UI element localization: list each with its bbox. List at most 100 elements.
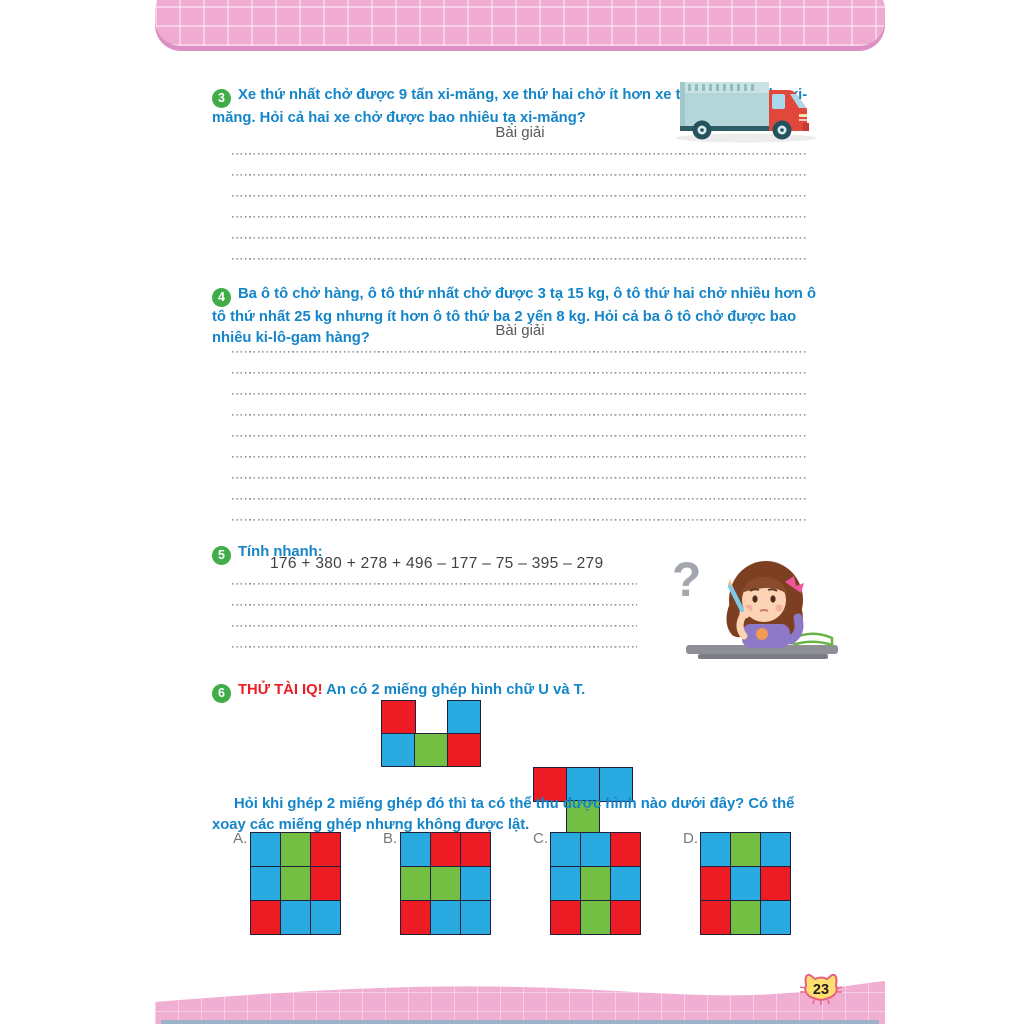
grid-cell-green	[729, 899, 762, 936]
exercise-6-intro: An có 2 miếng ghép hình chữ U và T.	[326, 681, 586, 698]
answer-line	[232, 627, 637, 648]
grid-cell-red	[759, 865, 792, 902]
grid-cell-blue	[400, 832, 432, 868]
answer-line	[232, 155, 808, 176]
truck-icon	[676, 82, 816, 143]
grid-cell-red	[550, 899, 582, 936]
grid-cell-blue	[279, 899, 312, 936]
answer-line	[232, 437, 808, 458]
answer-line	[232, 197, 808, 218]
grid-cell-red	[459, 832, 492, 868]
option-c-grid	[550, 832, 642, 936]
grid-cell-blue	[250, 832, 282, 868]
grid-cell-green	[729, 832, 762, 868]
option-d-grid	[700, 832, 792, 936]
grid-cell-blue	[250, 865, 282, 902]
exercise-4-answer-area	[232, 332, 808, 521]
answer-line	[232, 395, 808, 416]
grid-cell-green	[279, 832, 312, 868]
grid-cell-blue	[459, 899, 492, 936]
exercise-3-answer-area	[232, 134, 808, 260]
grid-cell-green	[429, 865, 462, 902]
answer-line	[232, 479, 808, 500]
page-number: 23	[813, 982, 829, 998]
option-b: B.	[383, 830, 492, 936]
grid-cell-blue	[309, 899, 342, 936]
grid-cell-red	[250, 899, 282, 936]
option-b-grid	[400, 832, 492, 936]
answer-line	[232, 458, 808, 479]
grid-cell-red	[609, 899, 642, 936]
exercise-5-answer-area	[232, 564, 637, 648]
exercise-3-statement: 3 Xe thứ nhất chở được 9 tấn xi-măng, xe …	[212, 85, 818, 129]
option-d: D.	[683, 830, 792, 936]
option-d-label: D.	[683, 830, 698, 847]
grid-cell-blue	[759, 899, 792, 936]
exercise-5-header: 5 Tính nhanh:	[212, 542, 612, 565]
grid-cell-red	[533, 767, 568, 802]
grid-cell-green	[279, 865, 312, 902]
grid-cell-blue	[609, 865, 642, 902]
grid-cell-blue	[598, 767, 634, 802]
grid-cell-green	[413, 732, 449, 768]
grid-cell-blue	[381, 732, 416, 768]
exercise-3-text: Xe thứ nhất chở được 9 tấn xi-măng, xe t…	[212, 86, 808, 126]
answer-line	[232, 500, 808, 521]
exercise-3-number-badge: 3	[212, 88, 231, 108]
answer-line	[232, 564, 637, 585]
grid-cell-red	[309, 865, 342, 902]
grid-cell-blue	[429, 899, 462, 936]
answer-line	[232, 416, 808, 437]
answer-line	[232, 374, 808, 395]
exercise-6-question: Hỏi khi ghép 2 miếng ghép đó thì ta có t…	[212, 795, 795, 833]
grid-cell-red	[400, 899, 432, 936]
question-mark-glyph: ?	[672, 554, 701, 607]
exercise-4-statement: 4 Ba ô tô chở hàng, ô tô thứ nhất chở đượ…	[212, 284, 820, 349]
grid-cell-red	[429, 832, 462, 868]
answer-line	[232, 585, 637, 606]
grid-cell-red	[446, 732, 482, 768]
answer-line	[232, 353, 808, 374]
grid-cell-blue	[759, 832, 792, 868]
exercise-4-number-badge: 4	[212, 287, 231, 307]
exercise-6-number-badge: 6	[212, 683, 231, 703]
grid-cell-green	[579, 865, 612, 902]
grid-cell-red	[381, 700, 416, 735]
exercise-4-text: Ba ô tô chở hàng, ô tô thứ nhất chở được…	[212, 285, 816, 346]
exercise-6-header: 6 THỬ TÀI IQ! An có 2 miếng ghép hình chữ…	[212, 680, 818, 703]
option-a-label: A.	[233, 830, 248, 847]
grid-cell-blue	[579, 832, 612, 868]
answer-line	[232, 332, 808, 353]
grid-cell-red	[309, 832, 342, 868]
grid-cell-green	[565, 800, 601, 835]
answer-line	[232, 239, 808, 260]
answer-line	[232, 218, 808, 239]
option-c: C.	[533, 830, 642, 936]
grid-cell-blue	[700, 832, 732, 868]
grid-cell-blue	[550, 832, 582, 868]
grid-cell-green	[400, 865, 432, 902]
u-piece	[381, 700, 482, 768]
option-a-grid	[250, 832, 342, 936]
bottom-decoration-band	[155, 981, 885, 1024]
option-a: A.	[233, 830, 342, 936]
grid-cell-blue	[459, 865, 492, 902]
grid-cell-blue	[446, 700, 482, 735]
grid-cell-blue	[550, 865, 582, 902]
option-b-label: B.	[383, 830, 398, 847]
t-piece	[533, 767, 634, 835]
top-decoration-band	[155, 0, 885, 46]
grid-cell-blue	[729, 865, 762, 902]
answer-line	[232, 176, 808, 197]
grid-cell-green	[579, 899, 612, 936]
exercise-6-tag: THỬ TÀI IQ!	[238, 681, 323, 698]
answer-line	[232, 606, 637, 627]
grid-cell-red	[609, 832, 642, 868]
thinking-girl-icon: ?	[672, 554, 838, 659]
grid-cell-red	[700, 865, 732, 902]
grid-cell-red	[700, 899, 732, 936]
exercise-5-number-badge: 5	[212, 545, 231, 565]
answer-line	[232, 134, 808, 155]
exercise-5-title: Tính nhanh:	[238, 543, 323, 560]
